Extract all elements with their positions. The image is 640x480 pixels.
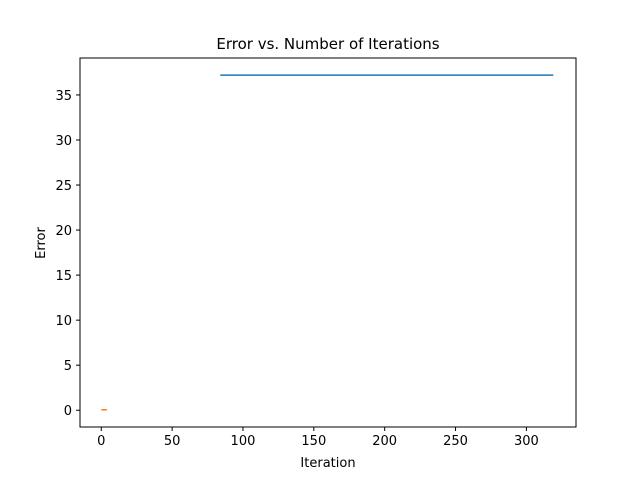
chart-title: Error vs. Number of Iterations: [216, 35, 439, 53]
y-tick-label: 5: [64, 359, 72, 374]
x-axis-label: Iteration: [300, 456, 355, 471]
y-axis: 0 5 10 15 20 25 30 35: [55, 89, 80, 419]
y-tick-label: 10: [55, 314, 72, 329]
x-tick-label: 250: [443, 434, 468, 449]
y-tick-label: 30: [55, 134, 72, 149]
series-layer: [101, 74, 554, 411]
y-tick-label: 15: [55, 269, 72, 284]
y-tick-label: 25: [55, 179, 72, 194]
plot-frame: [79, 57, 577, 428]
x-tick-label: 150: [301, 434, 326, 449]
y-tick-label: 35: [55, 89, 72, 104]
x-tick-label: 200: [372, 434, 397, 449]
x-axis: 0 50 100 150 200 250 300: [97, 427, 539, 449]
x-tick-label: 300: [514, 434, 539, 449]
plot-area: [79, 57, 577, 428]
y-tick-label: 20: [55, 224, 72, 239]
x-tick-label: 0: [97, 434, 105, 449]
x-tick-label: 50: [164, 434, 181, 449]
y-axis-label: Error: [34, 227, 49, 259]
y-tick-label: 0: [64, 404, 72, 419]
x-tick-label: 100: [231, 434, 256, 449]
